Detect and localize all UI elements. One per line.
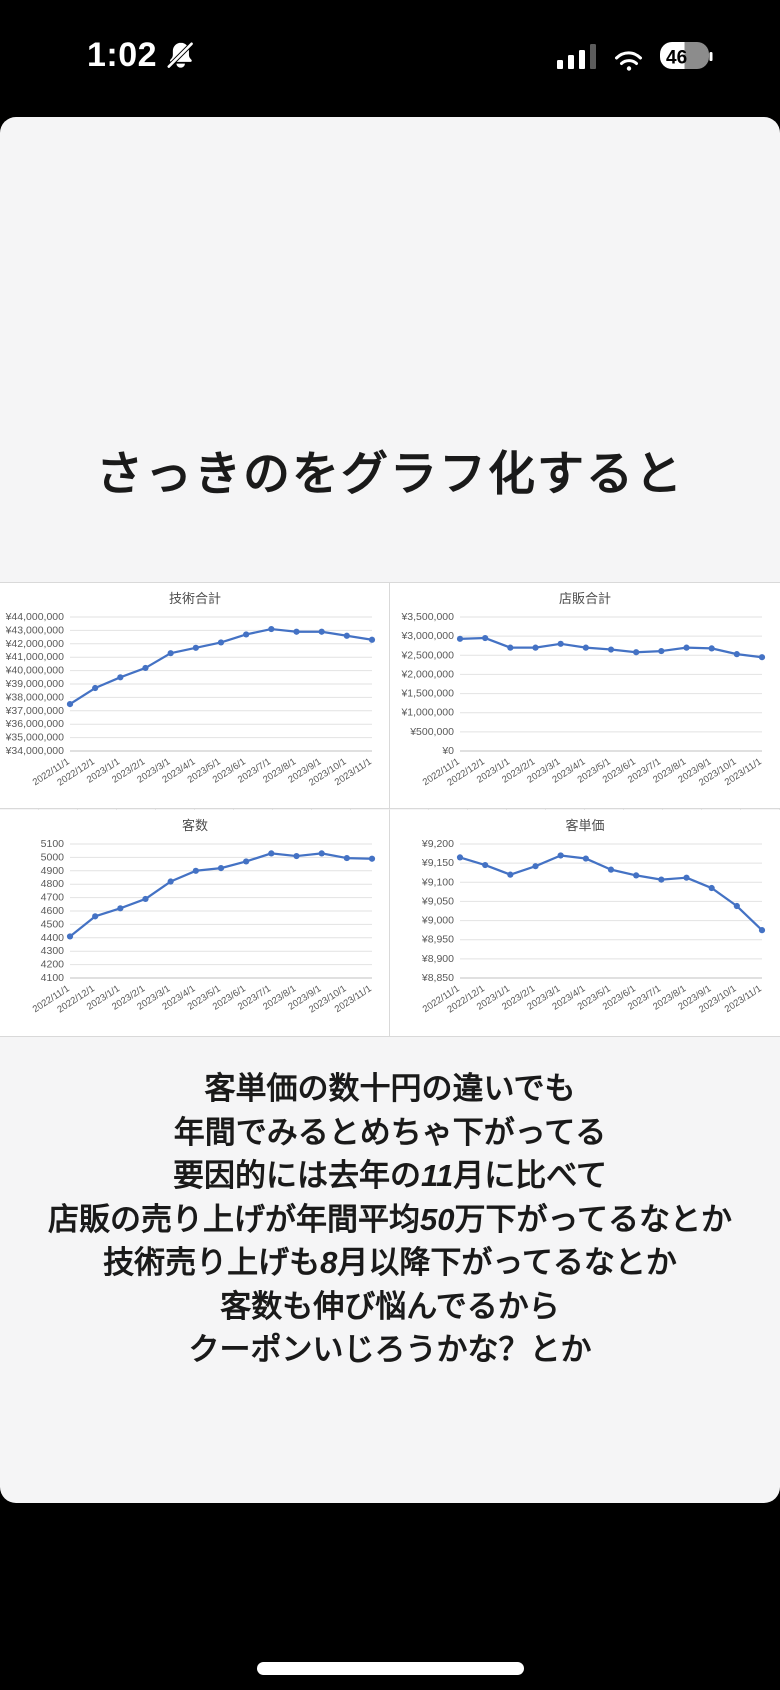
svg-text:¥34,000,000: ¥34,000,000 xyxy=(5,745,65,757)
svg-text:4700: 4700 xyxy=(41,892,65,904)
svg-text:¥9,200: ¥9,200 xyxy=(421,838,454,850)
svg-text:¥35,000,000: ¥35,000,000 xyxy=(5,732,65,744)
svg-text:46: 46 xyxy=(666,48,687,69)
svg-text:¥9,100: ¥9,100 xyxy=(421,876,454,888)
svg-text:¥36,000,000: ¥36,000,000 xyxy=(5,718,65,730)
svg-text:4200: 4200 xyxy=(41,959,65,971)
svg-text:¥9,000: ¥9,000 xyxy=(421,915,454,927)
svg-text:¥8,850: ¥8,850 xyxy=(421,972,454,984)
svg-text:店販合計: 店販合計 xyxy=(559,591,611,606)
svg-text:4400: 4400 xyxy=(41,932,65,944)
svg-text:4100: 4100 xyxy=(41,972,65,984)
svg-text:4600: 4600 xyxy=(41,905,65,917)
svg-text:¥1,000,000: ¥1,000,000 xyxy=(400,707,454,719)
svg-text:¥42,000,000: ¥42,000,000 xyxy=(5,638,65,650)
svg-text:¥3,500,000: ¥3,500,000 xyxy=(400,611,454,623)
svg-text:¥9,050: ¥9,050 xyxy=(421,895,454,907)
svg-text:¥0: ¥0 xyxy=(441,745,454,757)
svg-text:¥38,000,000: ¥38,000,000 xyxy=(5,691,65,703)
svg-text:技術合計: 技術合計 xyxy=(169,591,221,606)
svg-text:5000: 5000 xyxy=(41,851,65,863)
svg-text:¥41,000,000: ¥41,000,000 xyxy=(5,651,65,663)
svg-text:¥44,000,000: ¥44,000,000 xyxy=(5,611,65,623)
svg-text:¥3,000,000: ¥3,000,000 xyxy=(400,630,454,642)
svg-text:5100: 5100 xyxy=(41,838,65,850)
svg-text:客数: 客数 xyxy=(182,818,208,833)
svg-text:¥8,900: ¥8,900 xyxy=(421,953,454,965)
svg-text:客単価: 客単価 xyxy=(565,818,604,833)
svg-text:4500: 4500 xyxy=(41,918,65,930)
svg-text:¥2,000,000: ¥2,000,000 xyxy=(400,668,454,680)
svg-text:4900: 4900 xyxy=(41,865,65,877)
svg-text:¥2,500,000: ¥2,500,000 xyxy=(400,649,454,661)
svg-text:¥8,950: ¥8,950 xyxy=(421,934,454,946)
svg-text:¥500,000: ¥500,000 xyxy=(409,726,454,738)
svg-text:¥9,150: ¥9,150 xyxy=(421,857,454,869)
svg-text:¥39,000,000: ¥39,000,000 xyxy=(5,678,65,690)
svg-text:¥40,000,000: ¥40,000,000 xyxy=(5,665,65,677)
svg-text:¥1,500,000: ¥1,500,000 xyxy=(400,688,454,700)
svg-text:4300: 4300 xyxy=(41,945,65,957)
svg-text:¥37,000,000: ¥37,000,000 xyxy=(5,705,65,717)
svg-text:¥43,000,000: ¥43,000,000 xyxy=(5,624,65,636)
svg-text:4800: 4800 xyxy=(41,878,65,890)
